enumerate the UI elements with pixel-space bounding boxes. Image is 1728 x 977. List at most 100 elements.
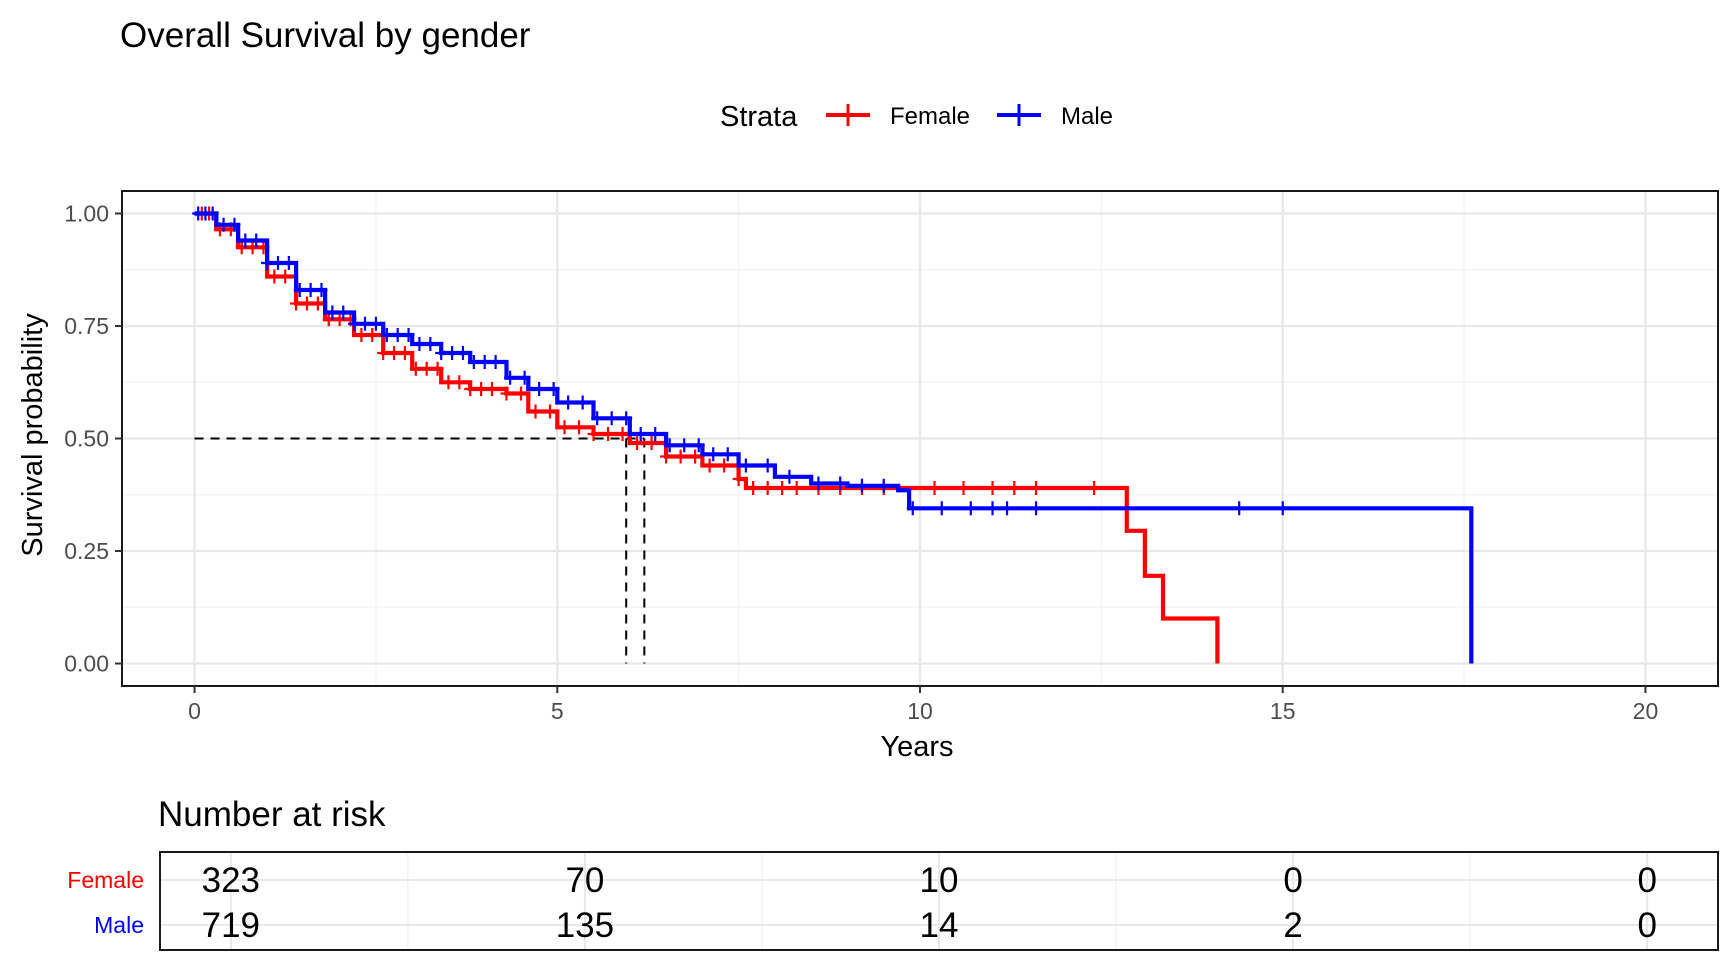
- censor-mark-female: [986, 481, 999, 495]
- risk-value-female: 10: [920, 861, 959, 900]
- risk-row-label-male: Male: [94, 912, 144, 938]
- legend-key-female: [826, 104, 870, 126]
- censor-mark-male: [739, 458, 752, 473]
- censor-mark-male: [591, 411, 604, 426]
- censor-mark-female: [631, 436, 644, 450]
- x-tick-label: 10: [907, 698, 933, 724]
- chart-title: Overall Survival by gender: [120, 16, 531, 55]
- censor-mark-male: [533, 382, 546, 396]
- risk-value-male: 2: [1283, 906, 1302, 945]
- censor-mark-female: [1088, 481, 1101, 495]
- censor-mark-male: [663, 438, 676, 453]
- x-tick-label: 5: [551, 698, 564, 724]
- censor-mark-male: [456, 346, 469, 360]
- survival-curves: [192, 206, 1474, 664]
- censor-mark-male: [1030, 501, 1043, 516]
- censor-mark-male: [834, 476, 847, 491]
- censor-mark-male: [326, 305, 339, 320]
- censor-mark-female: [409, 361, 422, 376]
- censor-mark-female: [398, 346, 411, 360]
- x-tick-label: 0: [188, 698, 201, 724]
- censor-mark-female: [928, 481, 941, 495]
- axes: 0 5 10 15 20 0.00 0.25 0.50 0.75 1.00: [64, 190, 1719, 724]
- risk-value-female: 0: [1637, 861, 1656, 900]
- legend-key-male: [997, 104, 1041, 126]
- censor-mark-female: [674, 449, 687, 464]
- censor-mark-male: [678, 438, 691, 453]
- censor-mark-male: [649, 427, 662, 441]
- censor-mark-male: [605, 411, 618, 426]
- legend-title: Strata: [720, 101, 798, 133]
- censor-mark-female: [464, 382, 477, 396]
- y-axis-label: Survival probability: [17, 313, 49, 557]
- censor-mark-male: [692, 438, 705, 453]
- censor-mark-female: [300, 296, 313, 311]
- censor-mark-female: [732, 472, 745, 486]
- censor-mark-female: [747, 481, 760, 495]
- censor-mark-male: [986, 501, 999, 516]
- censor-mark-male: [504, 370, 517, 385]
- risk-value-male: 14: [920, 906, 959, 945]
- censor-mark-male: [547, 382, 560, 396]
- censor-mark-male: [217, 217, 230, 232]
- censor-mark-female: [776, 481, 789, 495]
- censor-mark-female: [431, 361, 444, 376]
- censor-mark-female: [703, 458, 716, 473]
- censor-mark-female: [660, 449, 673, 464]
- censor-mark-male: [906, 501, 919, 516]
- censor-mark-male: [721, 447, 734, 462]
- censor-mark-male: [206, 206, 219, 221]
- censor-mark-male: [435, 346, 448, 360]
- censor-mark-female: [544, 404, 557, 419]
- censor-mark-male: [337, 305, 350, 320]
- risk-table: Female 323 70 10 0 0 Male 719 135 14 2 0: [67, 851, 1719, 951]
- censor-mark-female: [645, 436, 658, 450]
- censor-mark-female: [453, 375, 466, 390]
- legend-label-female: Female: [890, 103, 970, 130]
- median-reference-lines: [194, 437, 646, 664]
- censor-mark-male: [359, 316, 372, 331]
- risk-value-male: 0: [1637, 906, 1656, 945]
- censor-mark-male: [413, 337, 426, 351]
- censor-mark-female: [558, 420, 571, 435]
- censor-mark-male: [380, 328, 393, 342]
- risk-value-male: 719: [202, 906, 260, 945]
- x-tick-label: 15: [1270, 698, 1296, 724]
- censor-mark-female: [1030, 481, 1043, 495]
- censor-mark-female: [957, 481, 970, 495]
- censor-mark-male: [250, 233, 263, 248]
- censor-mark-male: [620, 411, 633, 426]
- censor-mark-male: [964, 501, 977, 516]
- censor-mark-male: [761, 458, 774, 473]
- censor-mark-male: [855, 478, 868, 493]
- censor-mark-female: [761, 481, 774, 495]
- censor-mark-male: [812, 476, 825, 491]
- censor-mark-male: [877, 478, 890, 493]
- x-axis-label: Years: [880, 731, 953, 763]
- censor-mark-female: [355, 328, 368, 342]
- censor-mark-female: [718, 458, 731, 473]
- censor-mark-female: [500, 386, 513, 401]
- censor-mark-male: [783, 469, 796, 484]
- series-male: [192, 206, 1474, 664]
- censor-mark-male: [489, 355, 502, 369]
- censor-mark-female: [366, 328, 379, 342]
- censor-mark-female: [290, 296, 303, 311]
- censor-mark-male: [282, 256, 295, 270]
- censor-mark-male: [518, 370, 531, 385]
- censor-mark-female: [388, 346, 401, 360]
- censor-mark-male: [478, 355, 491, 369]
- censor-mark-male: [1276, 501, 1289, 516]
- censor-mark-female: [602, 427, 615, 441]
- legend-label-male: Male: [1061, 103, 1113, 130]
- censor-mark-female: [377, 346, 390, 360]
- censor-mark-female: [573, 420, 586, 435]
- censor-mark-male: [228, 217, 241, 232]
- censor-mark-female: [442, 375, 455, 390]
- risk-value-female: 323: [202, 861, 260, 900]
- censor-mark-male: [391, 328, 404, 342]
- censor-mark-male: [424, 337, 437, 351]
- risk-value-male: 135: [556, 906, 614, 945]
- censor-mark-male: [271, 256, 284, 270]
